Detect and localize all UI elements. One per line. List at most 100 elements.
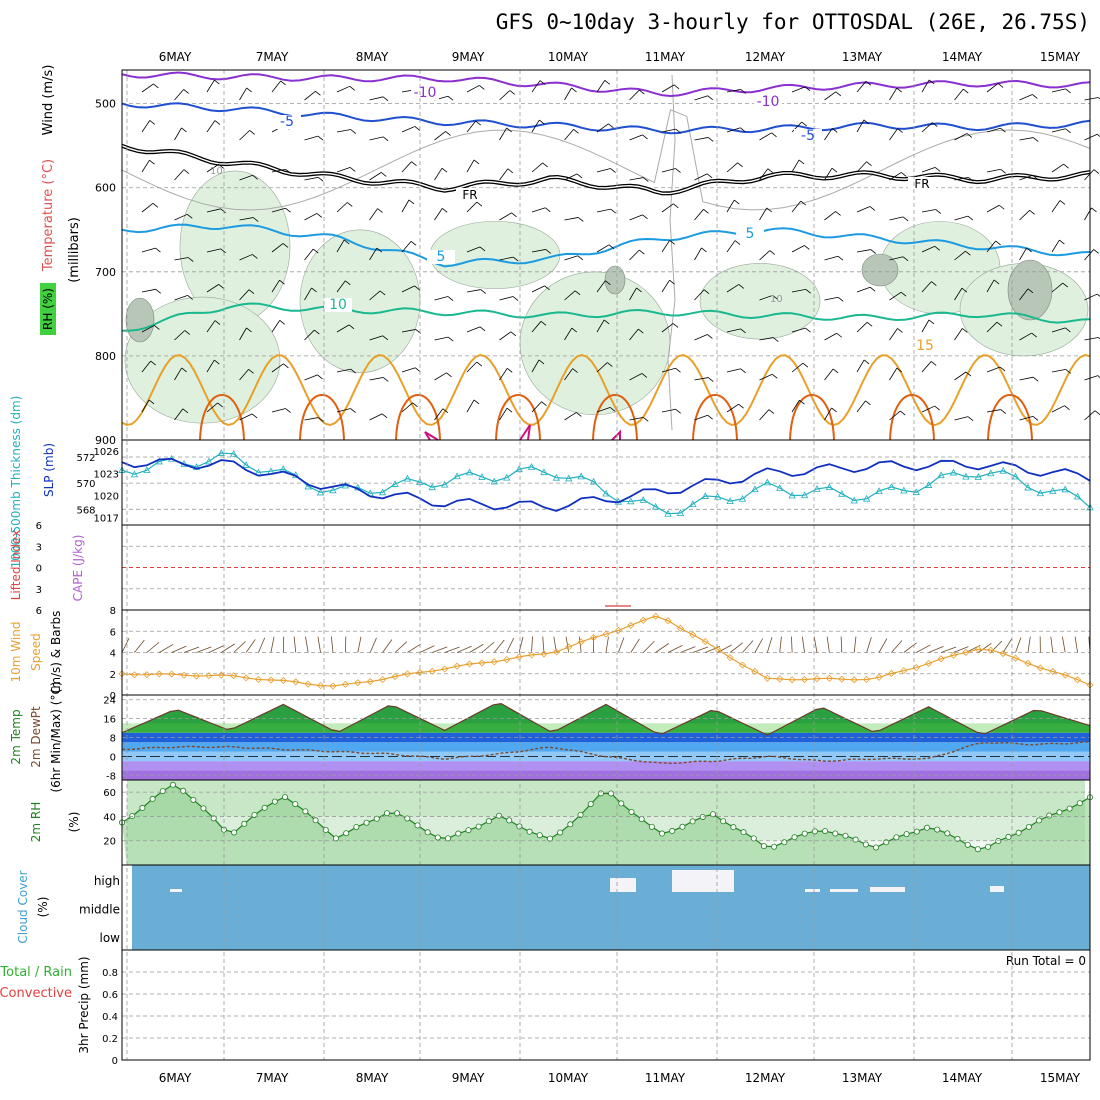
upper-wind-barb-flag	[218, 163, 224, 169]
thickness-marker	[527, 462, 536, 470]
upper-wind-barb	[791, 86, 806, 93]
upper-wind-barb-flag	[315, 90, 321, 96]
wind-y-tick: 4	[110, 649, 116, 660]
upper-wind-barb-flag	[345, 280, 351, 286]
upper-wind-barb-flag	[896, 87, 903, 93]
rh-marker	[475, 823, 482, 830]
contour-label-bg	[427, 250, 455, 264]
upper-wind-barb	[434, 131, 446, 141]
temp-contour	[121, 102, 1091, 135]
wind10-barb	[382, 639, 393, 653]
wind-speed-marker	[503, 656, 511, 664]
upper-wind-barb	[304, 213, 318, 221]
wind-speed-marker	[428, 667, 436, 675]
upper-wind-barb	[239, 217, 254, 221]
upper-wind-barb-flag	[897, 328, 903, 333]
upper-wind-barb	[791, 327, 806, 333]
upper-wind-barb-flag	[1063, 163, 1069, 169]
upper-wind-barb	[1084, 133, 1098, 141]
upper-wind-barb-flag	[1065, 128, 1071, 134]
upper-wind-barb-flag	[772, 373, 778, 379]
upper-wind-barb-flag	[1032, 376, 1039, 382]
thickness-marker	[354, 483, 362, 491]
thickness-marker	[205, 457, 213, 465]
wind-speed-marker	[565, 643, 573, 651]
upper-wind-barb	[239, 369, 249, 381]
upper-wind-barb	[531, 401, 542, 413]
upper-wind-barb	[629, 134, 643, 141]
upper-wind-barb	[629, 89, 640, 101]
wind10-barb	[642, 640, 655, 653]
label-temp-a: 2m Temp	[9, 709, 23, 764]
upper-wind-barb-flag	[603, 319, 610, 325]
label-wind10-c: (m/s) & Barbs	[49, 611, 63, 694]
thickness-marker	[651, 502, 660, 510]
wind10-barb	[553, 636, 557, 653]
upper-wind-barb-flag	[154, 325, 160, 330]
upper-wind-barb-flag	[961, 287, 968, 293]
li-y-tick: 6	[36, 521, 42, 532]
upper-wind-barb	[141, 247, 156, 253]
upper-wind-barb	[759, 295, 773, 301]
upper-wind-barb	[369, 335, 383, 341]
upper-wind-barb-flag	[865, 400, 871, 406]
rh-marker	[638, 816, 645, 823]
upper-wind-barb	[499, 212, 512, 221]
upper-wind-barb-flag	[865, 80, 872, 86]
thickness-y-tick: 568	[76, 505, 95, 516]
temp-y-tick: 0	[110, 752, 116, 763]
upper-wind-barb	[434, 372, 447, 381]
upper-wind-barb	[856, 249, 871, 253]
upper-wind-barb	[239, 87, 247, 101]
upper-wind-barb-flag	[447, 95, 454, 101]
upper-wind-barb	[336, 167, 351, 173]
rh-marker	[465, 827, 472, 834]
upper-wind-barb-flag	[675, 367, 681, 373]
upper-wind-barb	[889, 128, 898, 141]
wind-speed-marker	[304, 680, 312, 688]
wind-y-tick: 0	[110, 691, 116, 702]
upper-wind-barb	[369, 172, 382, 181]
upper-wind-barb-flag	[707, 334, 713, 339]
upper-wind-barb	[271, 207, 286, 213]
contour-20	[789, 394, 835, 441]
upper-wind-barb-flag	[801, 121, 808, 127]
wind10-barb	[330, 636, 334, 653]
upper-wind-barb	[596, 280, 606, 293]
rh-marker	[434, 834, 441, 841]
upper-wind-barb-flag	[412, 402, 418, 408]
upper-wind-barb	[1019, 210, 1030, 221]
wind-speed-marker	[490, 658, 498, 666]
upper-wind-barb	[986, 83, 999, 93]
rh-marker	[383, 810, 390, 817]
upper-wind-barb	[824, 407, 832, 421]
upper-wind-barb	[954, 133, 968, 141]
wind-speed-marker	[714, 645, 722, 653]
wind-speed-marker	[1061, 671, 1069, 679]
upper-wind-barb-flag	[447, 296, 454, 301]
cloud-cover-area	[132, 865, 1090, 950]
label-rh2m: 2m RH	[29, 802, 43, 843]
rh-marker	[414, 822, 421, 829]
temp-contour	[121, 71, 1091, 98]
wind10-barb	[953, 646, 969, 653]
upper-wind-barb	[759, 373, 773, 381]
thickness-marker	[887, 483, 896, 490]
rh-marker	[1076, 800, 1083, 807]
upper-wind-barb-flag	[896, 367, 903, 373]
upper-wind-barb	[401, 367, 416, 373]
wind-speed-marker	[900, 667, 908, 675]
wind-speed-marker	[242, 674, 250, 682]
upper-wind-barb-flag	[253, 217, 259, 222]
upper-wind-barb	[401, 241, 412, 253]
rh-marker	[740, 829, 747, 836]
rh-marker	[546, 835, 553, 842]
upper-wind-barb-flag	[931, 281, 937, 286]
rh-marker	[353, 824, 360, 831]
li-y-tick: 6	[36, 606, 42, 617]
upper-wind-barb-flag	[317, 135, 324, 141]
wind10-barb	[171, 645, 187, 653]
upper-wind-barb	[271, 363, 284, 373]
wind10-barb	[196, 646, 212, 653]
